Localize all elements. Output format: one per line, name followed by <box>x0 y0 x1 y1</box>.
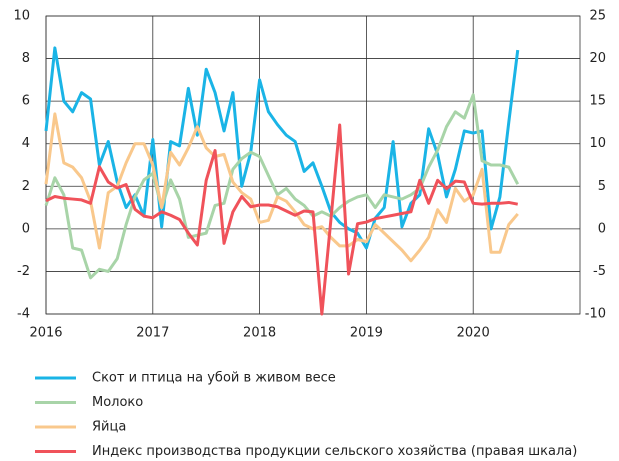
y2-tick-label: 10 <box>589 136 606 151</box>
y2-tick-label: 5 <box>598 179 606 194</box>
y2-tick-label: -5 <box>593 264 606 279</box>
y2-tick-label: 0 <box>598 221 606 236</box>
x-tick-label: 2018 <box>243 326 276 341</box>
series-line <box>44 46 520 250</box>
y-tick-label: -2 <box>17 264 30 279</box>
y-tick-label: 6 <box>22 94 30 109</box>
x-tick-label: 2017 <box>136 326 169 341</box>
y2-tick-label: 20 <box>589 51 606 66</box>
x-tick-label: 2019 <box>350 326 383 341</box>
y-tick-label: 4 <box>22 136 30 151</box>
y-tick-label: 10 <box>13 9 30 24</box>
y2-tick-label: 25 <box>589 9 606 24</box>
x-tick-label: 2020 <box>457 326 490 341</box>
y-tick-label: 2 <box>22 179 30 194</box>
legend-label: Индекс производства продукции сельского … <box>92 444 577 459</box>
series-line <box>45 123 519 316</box>
y2-tick-label: -10 <box>585 307 606 322</box>
series-line <box>44 93 520 280</box>
legend-label: Молоко <box>92 395 143 410</box>
y2-tick-label: 15 <box>589 94 606 109</box>
y-tick-label: -4 <box>17 307 30 322</box>
y-tick-label: 8 <box>22 51 30 66</box>
legend-label: Скот и птица на убой в живом весе <box>92 371 336 386</box>
legend-label: Яйца <box>92 420 126 435</box>
y-tick-label: 0 <box>22 221 30 236</box>
x-tick-label: 2016 <box>29 326 62 341</box>
series-line <box>44 112 519 263</box>
